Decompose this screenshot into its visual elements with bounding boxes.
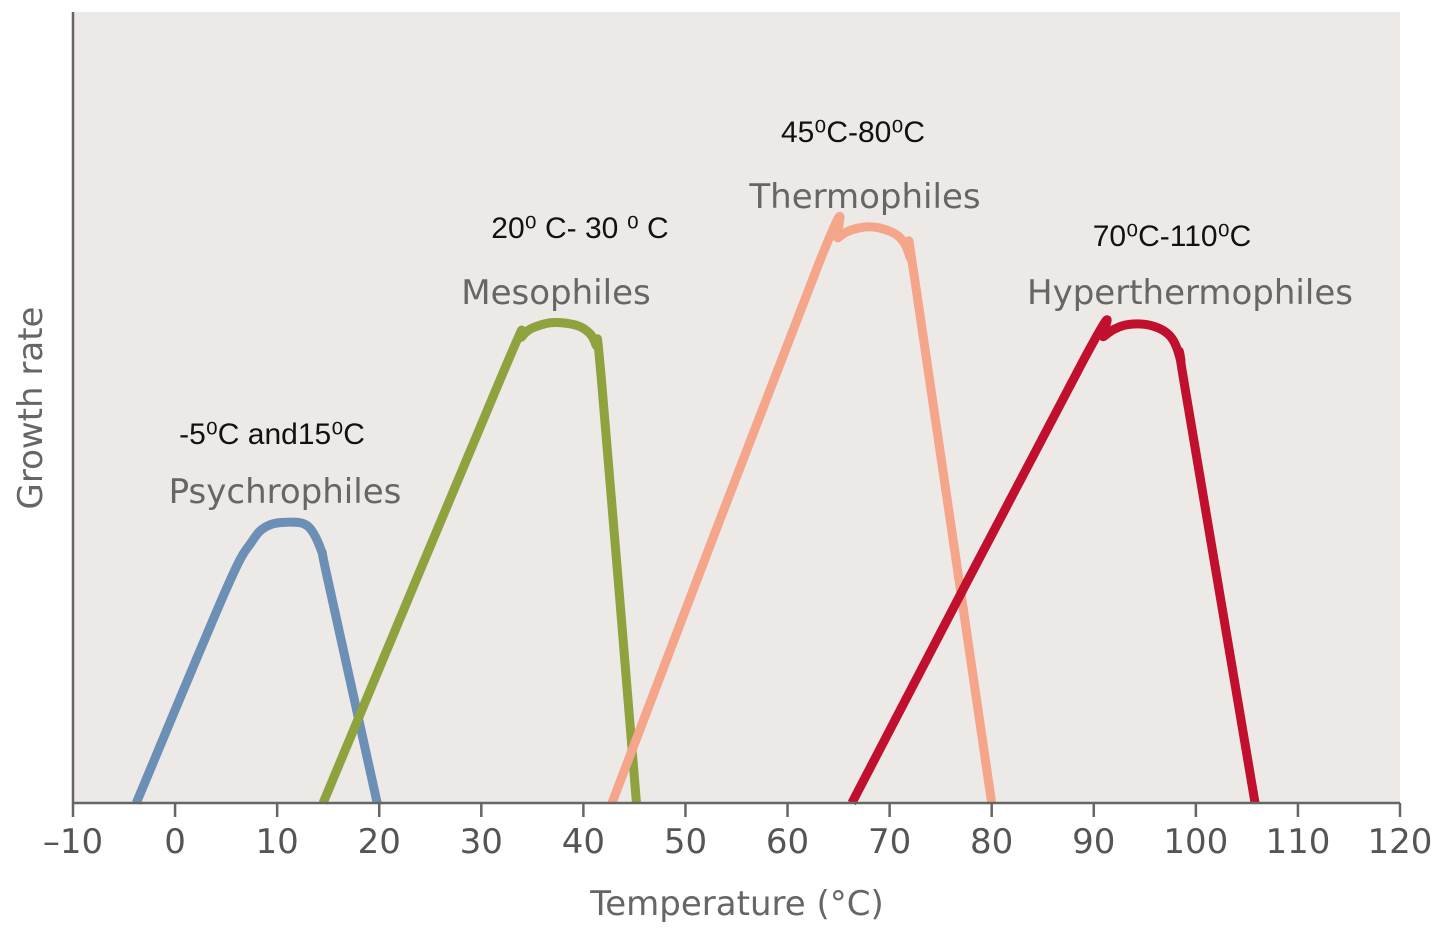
plot-background <box>73 12 1400 803</box>
x-tick-label: 100 <box>1163 822 1228 862</box>
curve-hyperthermophiles <box>847 315 1260 806</box>
x-tick-label: 120 <box>1368 822 1433 862</box>
curve-psychrophiles <box>132 517 382 805</box>
x-tick-label: 20 <box>358 822 401 862</box>
x-tick-label: 50 <box>664 822 707 862</box>
temperature-range-label: 45⁰C-80⁰C <box>781 116 925 149</box>
x-axis-title: Temperature (°C) <box>589 884 883 924</box>
x-tick-label: 0 <box>164 822 186 862</box>
x-tick-label: 110 <box>1265 822 1330 862</box>
series-name-label: Psychrophiles <box>169 472 402 512</box>
x-tick-label: 10 <box>256 822 299 862</box>
x-tick-label: 30 <box>460 822 503 862</box>
temperature-range-label: 20⁰ C- 30 ⁰ C <box>491 212 668 245</box>
temperature-range-label: 70⁰C-110⁰C <box>1093 220 1252 253</box>
x-tick-label: 90 <box>1072 822 1115 862</box>
series-name-label: Thermophiles <box>748 177 980 217</box>
series-name-label: Mesophiles <box>461 273 650 313</box>
x-tick-label: 40 <box>562 822 605 862</box>
x-tick-label: 80 <box>970 822 1013 862</box>
x-tick-label: –10 <box>43 822 103 862</box>
y-axis-title: Growth rate <box>11 307 51 510</box>
x-tick-label: 70 <box>868 822 911 862</box>
curve-thermophiles <box>607 212 997 805</box>
series-name-label: Hyperthermophiles <box>1027 273 1353 313</box>
temperature-range-label: -5⁰C and15⁰C <box>179 418 365 451</box>
x-tick-label: 60 <box>766 822 809 862</box>
curve-mesophiles <box>318 317 641 805</box>
